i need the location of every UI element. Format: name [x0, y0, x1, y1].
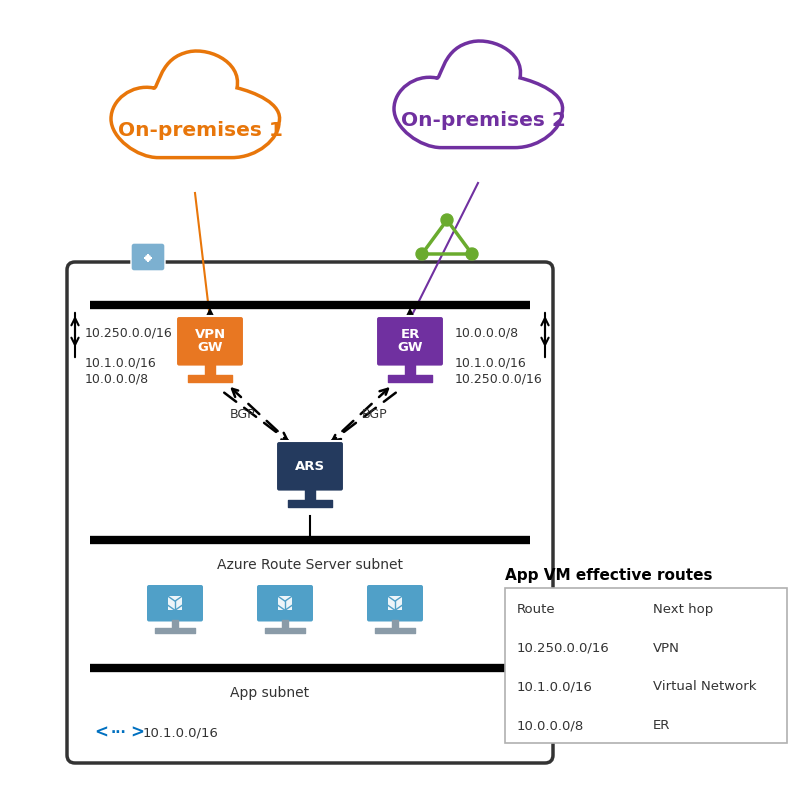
Text: Virtual Network: Virtual Network: [653, 680, 757, 694]
Text: Next hop: Next hop: [653, 603, 713, 616]
Text: ER: ER: [653, 719, 671, 732]
Text: ER: ER: [400, 328, 419, 342]
FancyBboxPatch shape: [276, 441, 344, 492]
Circle shape: [466, 248, 478, 260]
FancyBboxPatch shape: [147, 585, 203, 622]
Text: App VM effective routes: App VM effective routes: [505, 568, 712, 583]
Text: ARS: ARS: [295, 460, 325, 473]
Text: ···: ···: [111, 726, 126, 740]
FancyBboxPatch shape: [131, 243, 165, 271]
Text: 10.0.0.0/8: 10.0.0.0/8: [455, 327, 519, 340]
FancyBboxPatch shape: [176, 316, 244, 366]
Text: 10.250.0.0/16: 10.250.0.0/16: [85, 327, 173, 340]
Text: GW: GW: [197, 342, 223, 354]
Text: BGP: BGP: [230, 409, 256, 422]
FancyBboxPatch shape: [376, 316, 444, 366]
Text: App subnet: App subnet: [230, 686, 310, 700]
PathPatch shape: [111, 51, 279, 158]
Text: <: <: [94, 724, 108, 742]
Text: 10.1.0.0/16: 10.1.0.0/16: [143, 726, 219, 739]
Text: BGP: BGP: [362, 409, 388, 422]
Text: GW: GW: [397, 342, 423, 354]
Text: VPN: VPN: [653, 642, 680, 654]
FancyBboxPatch shape: [505, 588, 787, 743]
FancyBboxPatch shape: [367, 585, 423, 622]
FancyBboxPatch shape: [278, 596, 292, 610]
Text: On-premises 2: On-premises 2: [401, 110, 565, 130]
Text: 10.250.0.0/16: 10.250.0.0/16: [517, 642, 609, 654]
Text: 10.1.0.0/16
10.250.0.0/16: 10.1.0.0/16 10.250.0.0/16: [455, 357, 543, 385]
FancyBboxPatch shape: [257, 585, 313, 622]
Text: On-premises 1: On-premises 1: [118, 121, 283, 139]
FancyBboxPatch shape: [67, 262, 553, 763]
FancyBboxPatch shape: [168, 596, 182, 610]
PathPatch shape: [394, 41, 563, 148]
Text: Azure Route Server subnet: Azure Route Server subnet: [217, 558, 403, 572]
Circle shape: [441, 214, 453, 226]
FancyBboxPatch shape: [388, 596, 402, 610]
Circle shape: [416, 248, 428, 260]
Text: Route: Route: [517, 603, 555, 616]
Text: 10.1.0.0/16
10.0.0.0/8: 10.1.0.0/16 10.0.0.0/8: [85, 357, 157, 385]
Text: 10.0.0.0/8: 10.0.0.0/8: [517, 719, 584, 732]
Text: VPN: VPN: [195, 328, 225, 342]
Text: 10.1.0.0/16: 10.1.0.0/16: [517, 680, 592, 694]
Text: >: >: [130, 724, 144, 742]
